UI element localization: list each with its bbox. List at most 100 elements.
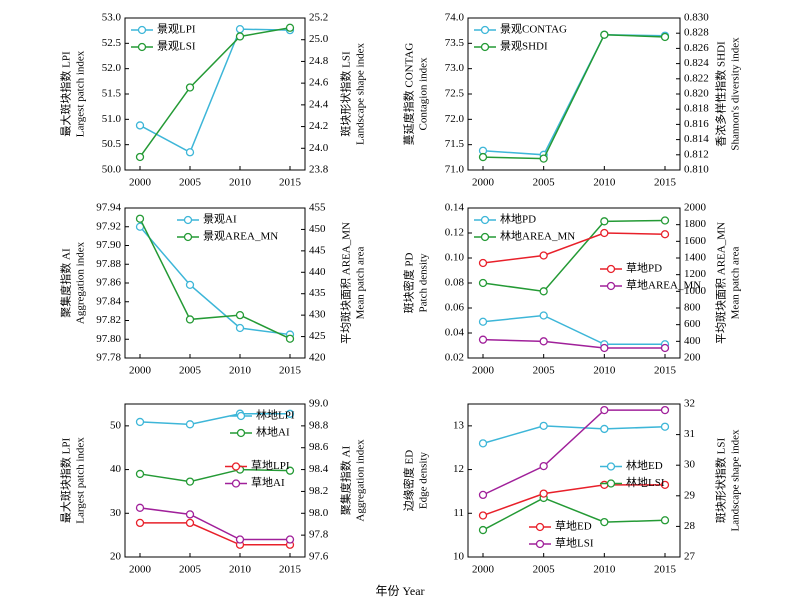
y2-tick-label: 98.6	[309, 441, 329, 453]
y2-tick-label: 24.8	[309, 55, 329, 67]
y-tick-label: 97.78	[96, 352, 121, 364]
y-tick-label: 30	[110, 507, 122, 519]
y-tick-label: 73.5	[445, 37, 465, 49]
y2-tick-label: 425	[309, 330, 326, 342]
y2-axis-label: Mean patch area	[355, 247, 367, 320]
series-line	[139, 27, 291, 158]
series-line	[139, 468, 291, 483]
y2-tick-label: 600	[684, 318, 701, 330]
legend-marker	[606, 462, 616, 471]
y-tick-label: 97.94	[96, 202, 121, 214]
y-tick-label: 11	[453, 507, 464, 519]
data-point	[600, 405, 609, 415]
y2-tick-label: 1400	[684, 252, 707, 264]
x-tick-label: 2005	[533, 365, 556, 377]
y-tick-label: 51.5	[102, 88, 122, 100]
data-point	[660, 216, 670, 225]
y-tick-label: 0.04	[445, 327, 465, 339]
y2-tick-label: 31	[684, 428, 695, 440]
data-point	[285, 466, 295, 475]
legend-label: 景观LSI	[157, 40, 196, 53]
data-point	[478, 490, 488, 500]
data-point	[135, 214, 145, 223]
legend-label: 景观CONTAG	[500, 23, 567, 36]
y2-tick-label: 0.810	[684, 164, 709, 176]
data-point	[539, 154, 548, 163]
x-axis-label: 年份 Year	[375, 584, 424, 598]
series-line	[482, 425, 666, 445]
y2-tick-label: 97.8	[309, 529, 329, 541]
data-point	[660, 230, 670, 239]
x-tick-label: 2005	[179, 365, 202, 377]
y2-tick-label: 27	[684, 551, 696, 563]
legend-label: 林地AI	[256, 425, 290, 439]
y2-axis-label: Landscape shape index	[355, 42, 367, 145]
y-tick-label: 50	[110, 419, 122, 431]
y-axis-label: 聚集度指数 AI	[59, 248, 73, 318]
y2-tick-label: 97.6	[309, 551, 329, 563]
legend-marker	[606, 264, 616, 274]
y2-tick-label: 0.814	[684, 133, 709, 145]
data-point	[600, 228, 609, 238]
data-point	[478, 525, 488, 535]
legend-label: 林地ED	[626, 458, 663, 472]
data-point	[478, 511, 488, 520]
legend-marker	[236, 411, 246, 421]
data-point	[600, 343, 609, 353]
y-tick-label: 0.12	[445, 227, 464, 239]
legend-marker	[480, 25, 490, 35]
legend-label: 林地LSI	[626, 475, 665, 489]
y2-tick-label: 98.2	[309, 485, 328, 497]
data-point	[600, 480, 609, 490]
series-line	[140, 522, 290, 546]
y2-tick-label: 1600	[684, 235, 707, 247]
y-tick-label: 0.08	[445, 277, 465, 289]
y-axis-label: 边缘密度 ED	[402, 450, 416, 511]
y-tick-label: 73.0	[445, 62, 465, 74]
y-tick-label: 53.0	[102, 12, 122, 24]
data-point	[135, 518, 145, 528]
y2-tick-label: 440	[309, 266, 326, 278]
panel: 2000 2005 2010 2015 10 11 12 13 27 28 29 30 31 32 边缘密度…	[402, 398, 742, 576]
y2-axis-label: Shannon's diversity index	[730, 37, 742, 151]
legend-marker	[535, 522, 545, 532]
x-tick-label: 2010	[229, 177, 252, 189]
legend-label: 景观AI	[203, 213, 237, 226]
y2-tick-label: 455	[309, 202, 326, 214]
data-point	[600, 517, 609, 527]
data-point	[660, 516, 670, 525]
y2-tick-label: 2000	[684, 202, 707, 214]
y2-tick-label: 200	[684, 352, 701, 364]
y2-tick-label: 1000	[684, 285, 707, 297]
data-point	[660, 480, 670, 490]
y-tick-label: 71.5	[445, 138, 465, 150]
y-tick-label: 97.80	[96, 333, 121, 345]
y2-tick-label: 23.8	[309, 164, 329, 176]
legend-marker	[480, 215, 490, 225]
data-point	[135, 121, 145, 130]
x-tick-label: 2015	[654, 177, 677, 189]
x-tick-label: 2015	[654, 365, 677, 377]
y2-axis-label: 平均斑块面积 AREA_MN	[715, 222, 728, 344]
data-point	[539, 311, 548, 320]
x-tick-label: 2000	[472, 564, 495, 576]
y2-tick-label: 98.0	[309, 507, 329, 519]
legend-label: 草地PD	[626, 262, 662, 275]
y2-tick-label: 24.2	[309, 120, 328, 132]
x-tick-label: 2005	[533, 177, 556, 189]
data-point	[235, 32, 245, 41]
x-tick-label: 2015	[654, 564, 677, 576]
y-axis-label: Patch density	[418, 253, 430, 312]
y-tick-label: 0.14	[445, 202, 465, 214]
y-tick-label: 97.86	[96, 277, 121, 289]
y2-axis-label: Landscape shape index	[730, 429, 742, 532]
legend-marker	[137, 42, 147, 52]
panel: 2000 2005 2010 2015 71.0 71.5 72.0 72.5 73.0 73.5…	[402, 12, 742, 189]
data-point	[285, 535, 295, 544]
y2-tick-label: 0.812	[684, 148, 709, 160]
y2-tick-label: 25.2	[309, 12, 328, 24]
legend-marker	[236, 428, 246, 438]
x-tick-label: 2000	[129, 177, 152, 189]
y2-tick-label: 450	[309, 223, 326, 235]
